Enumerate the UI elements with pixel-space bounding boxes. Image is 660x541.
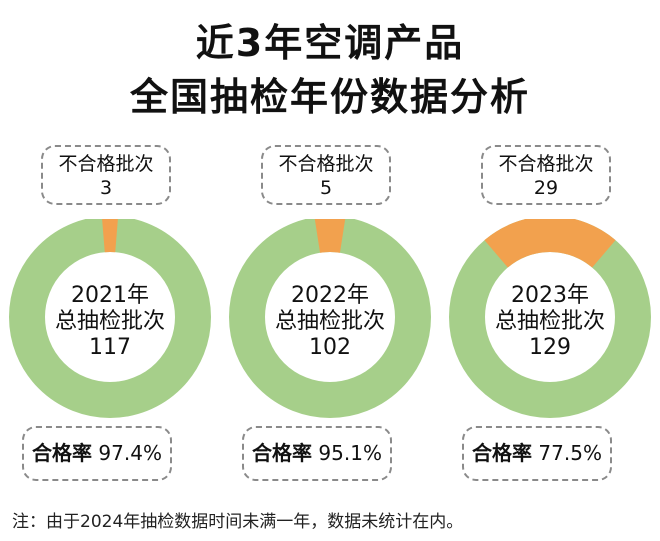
pass-rate-box: 合格率 97.4% [22, 426, 172, 481]
donut-chart-2023 [449, 219, 651, 418]
total-label: 总抽检批次 [494, 309, 605, 334]
pass-rate-value: 97.4% [98, 441, 162, 465]
footnote: 注：由于2024年抽检数据时间未满一年，数据未统计在内。 [12, 512, 464, 532]
donut-panel-2022: 不合格批次 5 2022年 总抽检批次 102 合格率 95.1% [220, 145, 440, 490]
year-label: 2023年 [511, 283, 589, 308]
fail-label: 不合格批次 [278, 153, 374, 175]
fail-count: 29 [533, 177, 559, 199]
total-label: 总抽检批次 [274, 309, 385, 334]
total-count: 102 [309, 335, 351, 360]
donut-panel-2023: 不合格批次 29 2023年 总抽检批次 129 合格率 77.5% [440, 145, 660, 490]
fail-callout: 不合格批次 5 [261, 145, 391, 205]
total-count: 129 [529, 335, 571, 360]
fail-label: 不合格批次 [58, 153, 154, 175]
pass-rate-label: 合格率 [32, 441, 93, 465]
year-label: 2022年 [291, 283, 369, 308]
pass-rate-box: 合格率 95.1% [242, 426, 392, 481]
donut-center-label: 2021年 总抽检批次 117 [0, 283, 220, 361]
donut-panel-2021: 不合格批次 3 2021年 总抽检批次 117 合格率 97.4% [0, 145, 220, 490]
chart-title-line2: 全国抽检年份数据分析 [129, 75, 530, 119]
pass-rate-label: 合格率 [472, 441, 533, 465]
donut-chart-2021 [9, 219, 211, 418]
donut-center-label: 2023年 总抽检批次 129 [440, 283, 660, 361]
donut-fail-segment [314, 219, 346, 253]
year-label: 2021年 [71, 283, 149, 308]
fail-callout: 不合格批次 3 [41, 145, 171, 205]
donut-fail-segment [484, 219, 616, 268]
pass-rate-box: 合格率 77.5% [462, 426, 612, 481]
total-count: 117 [89, 335, 131, 360]
pass-rate-value: 95.1% [318, 441, 382, 465]
fail-label: 不合格批次 [498, 153, 594, 175]
total-label: 总抽检批次 [54, 309, 165, 334]
fail-callout: 不合格批次 29 [481, 145, 611, 205]
chart-title-line1: 近3年空调产品 [195, 21, 465, 65]
fail-count: 5 [319, 177, 333, 199]
pass-rate-value: 77.5% [538, 441, 602, 465]
fail-count: 3 [99, 177, 113, 199]
pass-rate-label: 合格率 [252, 441, 313, 465]
donut-center-label: 2022年 总抽检批次 102 [220, 283, 440, 361]
donut-chart-2022 [229, 219, 431, 418]
